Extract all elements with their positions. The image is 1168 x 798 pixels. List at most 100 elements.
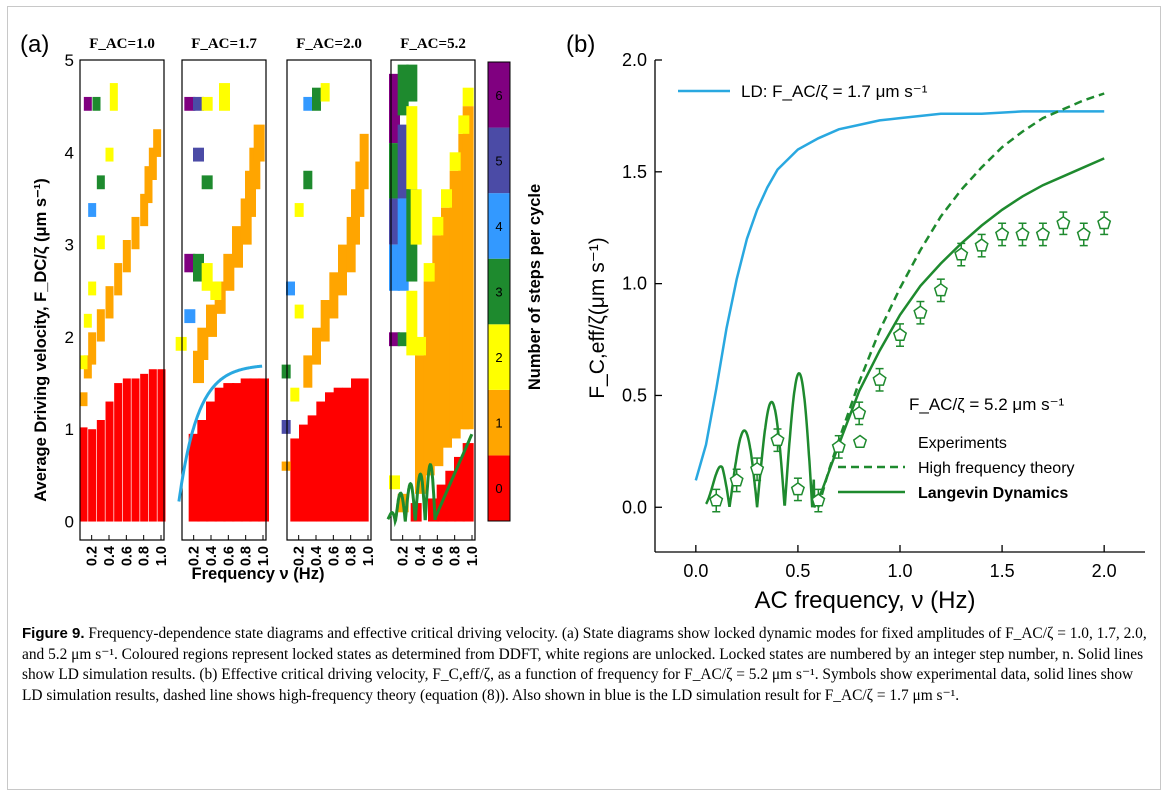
state-cell xyxy=(210,281,222,300)
state-cell xyxy=(184,96,196,111)
state-diagram-x-tick: 0.8 xyxy=(137,546,153,566)
state-cell xyxy=(96,309,105,342)
state-cell xyxy=(410,189,422,245)
panel-a-y-tick: 3 xyxy=(65,236,74,255)
experiment-point xyxy=(1097,215,1112,230)
panel-a-y-tick: 5 xyxy=(65,51,74,70)
experiment-point xyxy=(1076,226,1091,241)
caption-body: Frequency-dependence state diagrams and … xyxy=(22,625,1147,704)
colorbar-tick: 3 xyxy=(495,285,502,300)
y-tick-label: 0.0 xyxy=(622,497,647,517)
state-cell xyxy=(415,336,426,356)
panel-a-y-tick: 4 xyxy=(65,143,74,162)
state-cell xyxy=(140,193,149,227)
state-cell xyxy=(359,378,369,522)
panel-a-ylabel: Average Driving velocity, F_DC/ζ (μm s⁻¹… xyxy=(32,178,50,501)
state-cell xyxy=(153,129,162,157)
x-tick-label: 1.5 xyxy=(990,561,1015,581)
panel-a-xlabel: Frequency ν (Hz) xyxy=(192,565,325,583)
state-diagram-x-tick: 0.6 xyxy=(326,546,342,566)
state-cell xyxy=(351,378,360,522)
caption-lead: Figure 9. xyxy=(22,625,85,642)
state-cell xyxy=(281,420,291,434)
state-cell xyxy=(131,378,140,522)
figure-graphic: (a) Average Driving velocity, F_DC/ζ (μm… xyxy=(20,31,1145,614)
state-cell xyxy=(303,170,313,190)
state-diagram-x-tick: 0.4 xyxy=(204,546,220,566)
state-cell xyxy=(122,240,131,273)
state-cell xyxy=(144,166,153,204)
state-diagrams: F_AC=1.00.2 0.4 0.6 0.8 1.0F_AC=1.70.2 0.4 0.6… xyxy=(79,36,481,566)
state-cell xyxy=(253,124,265,162)
colorbar-tick: 0 xyxy=(495,481,502,496)
state-cell xyxy=(462,87,474,107)
experiment-point xyxy=(770,432,785,447)
state-diagram-frame xyxy=(390,59,476,541)
state-cell xyxy=(312,87,321,111)
x-tick-label: 0.0 xyxy=(683,561,708,581)
state-cell xyxy=(462,106,474,430)
experiment-point xyxy=(790,481,805,496)
state-cell xyxy=(201,263,213,291)
state-diagram-title: F_AC=5.2 xyxy=(400,36,466,52)
state-cell xyxy=(206,401,217,522)
panel-a-y-tick: 0 xyxy=(65,513,74,532)
state-cell xyxy=(105,401,114,522)
legend-experiments-label: Experiments xyxy=(918,435,1007,452)
state-cell xyxy=(441,189,452,208)
state-cell xyxy=(303,355,313,388)
panel-b-xlabel: AC frequency, ν (Hz) xyxy=(755,587,976,614)
colorbar-segment xyxy=(488,193,510,259)
state-cell xyxy=(397,124,409,199)
colorbar-segment xyxy=(488,324,510,390)
state-cell xyxy=(193,253,204,282)
state-diagram-frame xyxy=(286,59,372,541)
state-cell xyxy=(462,443,474,522)
series-langevin xyxy=(704,157,1105,508)
y-tick-label: 2.0 xyxy=(622,50,647,70)
state-cell xyxy=(449,170,461,439)
state-diagram-x-tick: 1.0 xyxy=(361,546,377,566)
colorbar-tick: 1 xyxy=(495,416,502,431)
state-cell xyxy=(445,470,457,522)
state-cell xyxy=(290,387,300,402)
experiment-point xyxy=(933,282,948,297)
state-cell xyxy=(79,392,88,407)
state-cell xyxy=(312,327,321,365)
critical-velocity-chart: 0.0 0.5 1.0 1.5 2.0 0.0 0.5 1.0 1.5 2.0 xyxy=(622,50,1145,581)
state-cell xyxy=(88,203,97,217)
experiment-point xyxy=(954,247,969,261)
state-cell xyxy=(389,143,400,199)
colorbar-tick: 4 xyxy=(495,219,502,234)
state-cell xyxy=(389,198,400,245)
legend-hf-theory-label: High frequency theory xyxy=(918,460,1075,477)
legend-title: F_AC/ζ = 5.2 μm s⁻¹ xyxy=(909,395,1065,414)
state-cell xyxy=(240,378,252,522)
state-diagram-title: F_AC=1.0 xyxy=(89,36,155,52)
experiment-point xyxy=(811,493,826,507)
state-cell xyxy=(193,96,204,111)
state-diagram-x-tick: 0.6 xyxy=(221,546,237,566)
state-cell xyxy=(223,253,235,291)
colorbar-tick: 2 xyxy=(495,350,502,365)
state-cell xyxy=(219,83,230,111)
state-cell xyxy=(249,378,261,522)
state-cell xyxy=(432,235,444,467)
state-cell xyxy=(188,433,200,522)
state-diagram-x-tick: 0.2 xyxy=(396,546,412,566)
state-cell xyxy=(389,332,400,347)
experiment-point xyxy=(831,439,846,453)
state-cell xyxy=(140,373,149,522)
state-cell xyxy=(415,355,426,494)
colorbar-segment xyxy=(488,258,510,325)
state-cell xyxy=(294,203,304,217)
state-cell xyxy=(201,175,213,190)
panel-a-y-tick: 2 xyxy=(65,328,74,347)
state-cell xyxy=(290,438,300,522)
panel-a-y-ticks: 0 1 2 3 4 5 xyxy=(65,51,74,532)
state-cell xyxy=(454,456,465,522)
state-diagram-x-tick: 0.6 xyxy=(119,546,135,566)
state-cell xyxy=(122,378,131,522)
experiment-point xyxy=(892,327,908,342)
state-diagram-x-tick: 1.0 xyxy=(154,546,170,566)
